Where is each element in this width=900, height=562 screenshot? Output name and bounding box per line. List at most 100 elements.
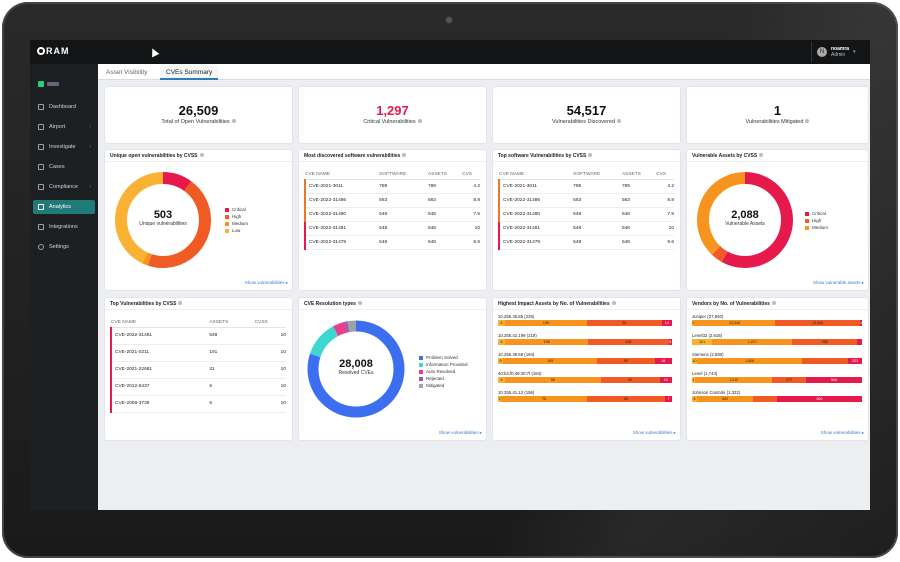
info-icon[interactable] <box>402 153 407 157</box>
bar-segment[interactable]: 100 <box>588 339 669 345</box>
table-row[interactable]: CVE-2022-31481 548 548 10 <box>497 221 674 236</box>
donut-slice[interactable] <box>115 172 211 268</box>
bar-segment[interactable]: 1 <box>692 377 696 383</box>
bar-segment[interactable]: 502 <box>697 396 754 402</box>
bar-row[interactable]: 10.255.39.68 (194) 6 105 60 18 <box>498 352 672 364</box>
info-icon[interactable] <box>611 301 616 305</box>
table-row[interactable]: CVE-2022-31481 548 10 <box>109 327 286 345</box>
column-header: ASSETS <box>427 170 463 180</box>
show-vulnerable-assets-link[interactable]: Show vulnerable assets ▸ <box>812 280 864 285</box>
info-icon[interactable] <box>417 119 422 123</box>
bar-row[interactable]: 10.255.41.12 (156) 1 76 69 7 <box>498 390 672 402</box>
bar-segment[interactable]: 76 <box>501 396 587 402</box>
bar-row[interactable]: Lenel (1,744) 1 1,212 372 504 <box>692 371 862 383</box>
table-row[interactable]: CVE-2021-3011 789 789 4.2 <box>497 179 674 194</box>
bar-segment[interactable]: 8 <box>498 339 505 345</box>
bar-segment[interactable]: 10 <box>692 358 698 364</box>
legend-item: Auto Resolved <box>419 368 468 375</box>
sidebar-item-dashboard[interactable]: Dashboard <box>33 100 95 114</box>
bar-segment[interactable]: 504 <box>805 377 862 383</box>
bar-segment[interactable]: 5 <box>668 339 672 345</box>
bar-segment[interactable]: 6 <box>498 358 504 364</box>
bar-segment[interactable]: 8 <box>498 320 505 326</box>
bar-segment[interactable]: 223 <box>848 358 862 364</box>
info-icon[interactable] <box>805 119 810 123</box>
bar-segment[interactable]: 98 <box>504 377 601 383</box>
bar-segment[interactable]: 660 <box>776 396 862 402</box>
bar-row[interactable]: Siemens (2,580) 10 1,608 223 <box>692 352 862 364</box>
donut-slice[interactable] <box>115 172 211 268</box>
info-icon[interactable] <box>357 301 362 305</box>
info-icon[interactable] <box>771 301 776 305</box>
donut-slice[interactable] <box>307 320 405 418</box>
table-row[interactable]: CVE-2022-31481 548 548 10 <box>303 221 480 236</box>
table-row[interactable]: CVE-2008-3739 6 10 <box>109 395 286 413</box>
table-row[interactable]: CVE-2021-0211 191 10 <box>109 344 286 362</box>
sidebar-item-compliance[interactable]: Compliance › <box>33 180 95 194</box>
donut-slice[interactable] <box>697 172 793 268</box>
bar-segment[interactable]: 1 <box>860 320 862 326</box>
bar-segment[interactable]: 60 <box>600 377 660 383</box>
bar-segment[interactable]: 1 <box>498 396 502 402</box>
bar-segment[interactable]: 18 <box>654 358 672 364</box>
sidebar-item-analytics[interactable]: Analytics <box>33 200 95 214</box>
bar-segment[interactable]: 8 <box>692 396 698 402</box>
info-icon[interactable] <box>588 153 593 157</box>
tab-asset-visibility[interactable]: Asset Visibility <box>106 69 148 76</box>
show-vulnerabilities-link[interactable]: Show vulnerabilities ▸ <box>244 280 288 285</box>
app-logo[interactable]: RAM <box>37 46 70 56</box>
bar-row[interactable]: 40:b4:f0:49:30:7f (184) 8 98 60 12 <box>498 371 672 383</box>
bar-segment[interactable] <box>753 396 777 402</box>
bar-segment[interactable]: 7 <box>665 396 672 402</box>
table-row[interactable]: CVE-2022-31480 548 548 7.5 <box>303 207 480 222</box>
table-row[interactable]: CVE-2022-31480 548 548 7.5 <box>497 207 674 222</box>
bar-segment[interactable] <box>802 358 849 364</box>
bar-segment[interactable]: 13,884 <box>775 320 861 326</box>
bar-segment[interactable]: 985 <box>792 339 857 345</box>
sidebar-item-integrations[interactable]: Integrations <box>33 220 95 234</box>
table-row[interactable]: CVE-2021-22681 31 10 <box>109 361 286 379</box>
bar-segment[interactable]: 60 <box>597 358 655 364</box>
bar-row[interactable]: Johnson Controls (1,322) 8 502 660 <box>692 390 862 402</box>
bar-segment[interactable]: 14 <box>661 320 672 326</box>
user-menu[interactable]: N noamra Admin ▾ <box>811 42 867 62</box>
bar-segment[interactable] <box>856 339 862 345</box>
bar-segment[interactable]: 8 <box>498 377 505 383</box>
sidebar-item-cases[interactable]: Cases <box>33 160 95 174</box>
table-row[interactable]: CVE-2022-31486 563 563 8.8 <box>497 193 674 208</box>
bar-segment[interactable]: 106 <box>504 320 587 326</box>
bar-row[interactable]: 10.255.36.85 (226) 8 106 98 14 <box>498 314 672 326</box>
table-row[interactable]: CVE-2021-3011 789 789 4.2 <box>303 179 480 194</box>
show-vulnerabilities-link[interactable]: Show vulnerabilities ▸ <box>438 430 482 435</box>
bar-segment[interactable]: 1,217 <box>712 339 793 345</box>
bar-row[interactable]: Lenel32 (2,618) 321 1,217 985 <box>692 333 862 345</box>
info-icon[interactable] <box>231 119 236 123</box>
bar-segment[interactable]: 1,608 <box>697 358 803 364</box>
info-icon[interactable] <box>178 301 183 305</box>
table-row[interactable]: CVE-2022-31486 563 563 8.8 <box>303 193 480 208</box>
bar-segment[interactable]: 69 <box>586 396 666 402</box>
bar-segment[interactable]: 321 <box>692 339 713 345</box>
sidebar-item-investigate[interactable]: Investigate › <box>33 140 95 154</box>
table-row[interactable]: CVE-2022-31479 548 548 9.6 <box>303 235 480 250</box>
tab-cves-summary[interactable]: CVEs Summary <box>160 66 219 80</box>
bar-segment[interactable]: 98 <box>586 320 662 326</box>
bar-segment[interactable]: 105 <box>503 358 598 364</box>
table-row[interactable]: CVE-2022-31479 548 548 9.6 <box>497 235 674 250</box>
show-vulnerabilities-link[interactable]: Show vulnerabilities ▸ <box>632 430 676 435</box>
info-icon[interactable] <box>617 119 622 123</box>
info-icon[interactable] <box>759 153 764 157</box>
bar-segment[interactable]: 33 <box>692 320 694 326</box>
bar-row[interactable]: 10.255.42.199 (219) 8 106 100 5 <box>498 333 672 345</box>
table-row[interactable]: CVE-2012-6437 6 10 <box>109 378 286 396</box>
bar-segment[interactable]: 372 <box>771 377 806 383</box>
sidebar-item-airport[interactable]: Airport › <box>33 120 95 134</box>
sidebar-item-settings[interactable]: Settings <box>33 240 95 254</box>
bar-segment[interactable]: 12 <box>659 377 672 383</box>
bar-segment[interactable]: 13,446 <box>693 320 776 326</box>
info-icon[interactable] <box>199 153 204 157</box>
show-vulnerabilities-link[interactable]: Show vulnerabilities ▸ <box>820 430 864 435</box>
bar-segment[interactable]: 106 <box>504 339 589 345</box>
bar-segment[interactable]: 1,212 <box>695 377 772 383</box>
